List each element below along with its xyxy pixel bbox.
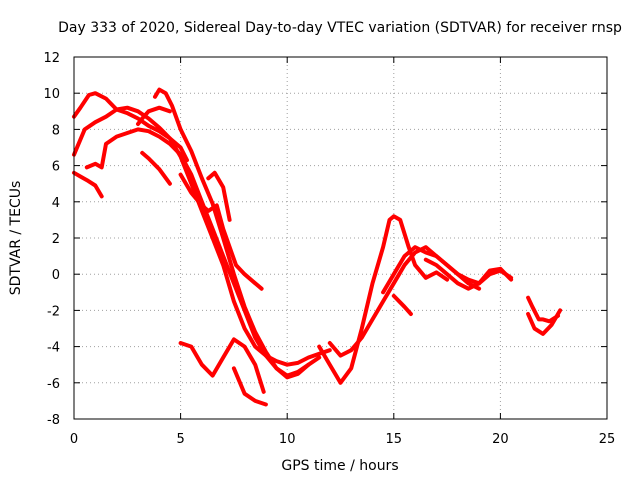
series-trace-10 — [178, 337, 266, 394]
y-tick-label: 0 — [52, 268, 60, 283]
series-trace-17 — [526, 295, 560, 324]
series-trace-14 — [381, 245, 514, 295]
y-tick-label: 4 — [52, 196, 60, 211]
tick-layer: 0 5 10 15 20 25 -8 -6 -4 -2 0 2 4 6 8 10 12 — [43, 51, 615, 447]
y-tick-label: 2 — [52, 232, 60, 247]
grid-layer — [74, 57, 607, 419]
x-tick-label: 25 — [599, 432, 616, 447]
y-axis-label: SDTVAR / TECUs — [8, 181, 24, 296]
y-tick-label: -8 — [47, 413, 60, 428]
x-tick-label: 10 — [279, 432, 296, 447]
x-tick-label: 5 — [176, 432, 184, 447]
series-trace-5 — [136, 105, 172, 126]
chart-title: Day 333 of 2020, Sidereal Day-to-day VTE… — [58, 20, 622, 36]
series-trace-9 — [206, 170, 232, 222]
y-tick-label: 8 — [52, 123, 60, 138]
y-tick-label: -2 — [47, 304, 60, 319]
y-tick-label: 10 — [43, 87, 60, 102]
x-tick-label: 0 — [70, 432, 78, 447]
series-trace-11 — [231, 366, 268, 407]
y-tick-label: 12 — [43, 51, 60, 66]
series-trace-15 — [391, 293, 413, 316]
series-trace-3 — [72, 170, 104, 199]
series-trace-2 — [72, 105, 332, 367]
series-trace-18 — [526, 308, 563, 336]
series-trace-7 — [140, 150, 172, 186]
y-tick-label: 6 — [52, 160, 60, 175]
x-tick-label: 20 — [492, 432, 509, 447]
x-axis-label: GPS time / hours — [281, 458, 398, 474]
x-tick-label: 15 — [386, 432, 403, 447]
y-tick-label: -6 — [47, 377, 60, 392]
y-tick-label: -4 — [47, 341, 60, 356]
plot-frame — [73, 56, 608, 420]
series-trace-16 — [423, 257, 514, 291]
series-trace-8 — [178, 172, 264, 291]
series-layer — [72, 87, 563, 407]
series-trace-12 — [317, 214, 450, 385]
series-trace-6 — [153, 87, 311, 378]
